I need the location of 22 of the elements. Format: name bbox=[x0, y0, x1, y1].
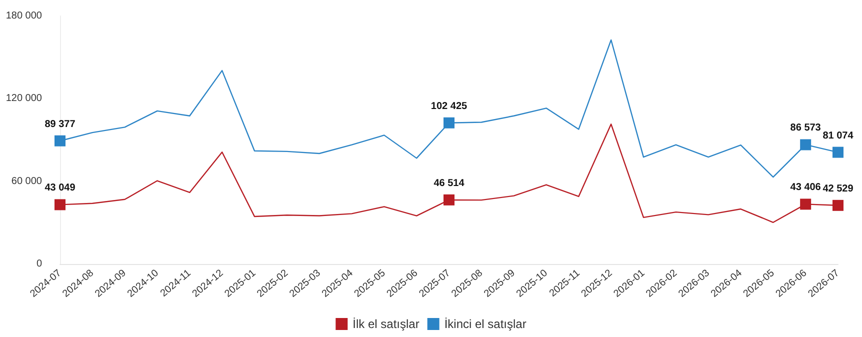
data-label: 43 049 bbox=[44, 182, 76, 194]
data-label: 43 406 bbox=[790, 182, 822, 194]
point bbox=[800, 198, 812, 210]
point bbox=[832, 146, 844, 158]
legend-label: İkinci el satışlar bbox=[444, 317, 526, 331]
point bbox=[444, 194, 454, 206]
point bbox=[54, 135, 66, 146]
y-tick-label: 180 000 bbox=[6, 10, 42, 22]
y-tick-label: 0 bbox=[36, 258, 42, 270]
data-label: 102 425 bbox=[430, 100, 468, 112]
y-tick-label: 120 000 bbox=[6, 93, 42, 104]
point bbox=[444, 117, 454, 128]
data-label: 81 074 bbox=[822, 130, 854, 142]
y-tick-label: 60 000 bbox=[11, 176, 42, 187]
legend-label: İlk el satışlar bbox=[352, 317, 420, 331]
point bbox=[800, 139, 812, 150]
point bbox=[832, 200, 844, 211]
data-label: 89 377 bbox=[44, 118, 76, 130]
data-label: 42 529 bbox=[822, 183, 854, 194]
point bbox=[54, 199, 66, 210]
data-label: 86 573 bbox=[790, 122, 822, 134]
data-label: 46 514 bbox=[434, 178, 465, 189]
